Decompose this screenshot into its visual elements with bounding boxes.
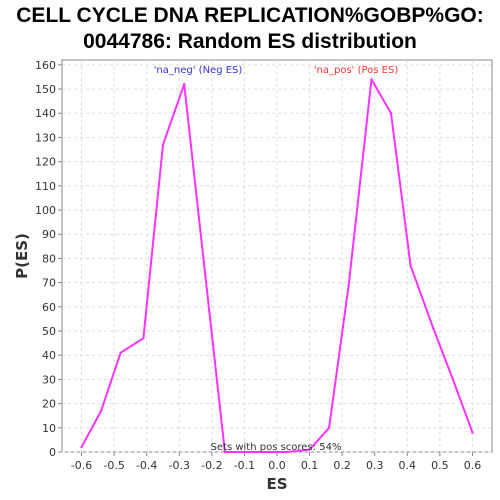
y-tick-label: 130	[35, 131, 56, 144]
data-point	[432, 327, 435, 330]
x-tick-label: 0.4	[399, 459, 417, 472]
data-point	[182, 82, 186, 86]
data-point	[266, 450, 269, 454]
data-point	[327, 426, 331, 430]
y-tick-label: 160	[35, 59, 56, 72]
data-point	[451, 378, 455, 381]
y-tick-label: 10	[42, 422, 56, 435]
y-tick-label: 70	[42, 277, 56, 290]
x-tick-label: 0.6	[464, 459, 482, 472]
data-point	[471, 431, 474, 434]
series	[80, 78, 474, 454]
sets-with-pos-scores: Sets with pos scores: 54%	[211, 442, 342, 453]
x-tick-label: -0.6	[71, 459, 92, 472]
y-tick-label: 40	[42, 349, 56, 362]
data-point	[389, 112, 393, 115]
chart-title-line-2: 0044786: Random ES distribution	[83, 30, 417, 53]
x-tick-label: 0.3	[366, 459, 384, 472]
x-axis-title: ES	[266, 475, 287, 493]
y-axis-title: P(ES)	[13, 233, 31, 279]
y-tick-label: 100	[35, 204, 56, 217]
data-point	[99, 409, 103, 413]
data-point	[409, 264, 412, 267]
neg-es-label: 'na_neg' (Neg ES)	[154, 65, 243, 76]
y-tick-label: 0	[49, 446, 56, 459]
pos-es-label: 'na_pos' (Pos ES)	[314, 65, 399, 76]
x-tick-label: -0.2	[201, 459, 222, 472]
y-tick-label: 80	[42, 252, 56, 265]
x-tick-label: 0.2	[333, 459, 351, 472]
chart-title-line-1: CELL CYCLE DNA REPLICATION%GOBP%GO:	[16, 4, 484, 27]
x-tick-label: -0.5	[103, 459, 124, 472]
x-axis-ticks: -0.6 -0.5 -0.4 -0.3 -0.2 -0.1 0.0 0.1 0.2 0.3 0.4 0…	[71, 452, 481, 472]
data-point	[308, 448, 311, 451]
data-point	[119, 351, 122, 354]
y-tick-label: 140	[35, 107, 56, 120]
data-point	[347, 283, 350, 287]
y-tick-label: 30	[42, 373, 56, 386]
data-point	[161, 143, 165, 146]
y-tick-label: 90	[42, 228, 56, 241]
data-point	[80, 445, 83, 449]
series-line	[80, 78, 474, 453]
y-tick-label: 50	[42, 325, 56, 338]
data-point	[204, 274, 207, 277]
plot-background	[61, 59, 493, 453]
x-tick-label: 0.0	[268, 459, 286, 472]
data-point	[223, 450, 227, 454]
y-tick-label: 60	[42, 301, 56, 314]
x-tick-label: -0.4	[136, 459, 157, 472]
y-tick-label: 120	[35, 156, 56, 169]
y-tick-label: 20	[42, 398, 56, 411]
data-point	[370, 78, 373, 81]
y-tick-label: 110	[35, 180, 56, 193]
data-point	[142, 337, 145, 340]
x-tick-label: 0.1	[301, 459, 319, 472]
grid	[62, 60, 492, 453]
y-tick-label: 150	[35, 83, 56, 96]
data-point	[285, 450, 288, 454]
data-point	[243, 450, 246, 454]
x-tick-label: -0.1	[234, 459, 255, 472]
x-tick-label: -0.3	[169, 459, 190, 472]
x-tick-label: 0.5	[431, 459, 449, 472]
y-axis-ticks: 0 10 20 30 40 50 60 70 80 90 100 110 120 130 140 150 160	[35, 59, 62, 459]
